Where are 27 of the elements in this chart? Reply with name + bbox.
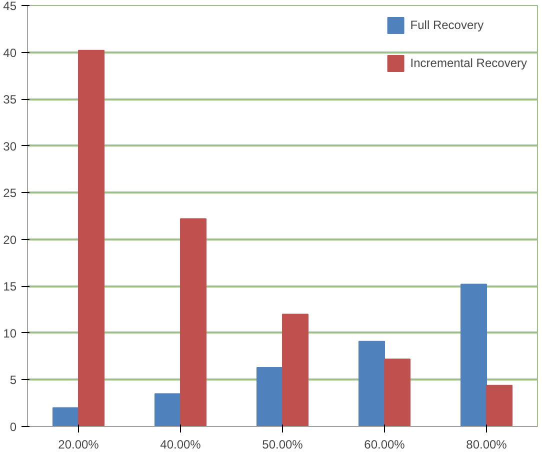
y-tick-label: 25: [3, 186, 17, 200]
y-tick-label: 5: [10, 373, 17, 388]
bar: [460, 284, 487, 426]
y-tick-label: 40: [3, 46, 17, 60]
bar: [282, 314, 308, 426]
y-tick-label: 45: [3, 0, 17, 13]
bar: [52, 407, 79, 426]
y-tick-label: 0: [10, 420, 17, 434]
y-tick-label: 10: [3, 326, 17, 340]
x-tick-label: 20.00%: [58, 438, 100, 452]
y-tick-label: 20: [3, 232, 17, 247]
x-tick-label: 50.00%: [262, 438, 304, 452]
x-tick-label: 40.00%: [160, 438, 202, 452]
bar: [358, 340, 385, 426]
x-tick-label: 80.00%: [466, 438, 508, 452]
bar: [486, 384, 512, 426]
y-tick-label: 15: [3, 280, 17, 294]
bar: [154, 393, 181, 426]
bar: [78, 50, 104, 426]
x-tick-label: 60.00%: [364, 438, 406, 452]
bar: [256, 367, 283, 426]
y-tick-label: 35: [3, 92, 17, 107]
legend-label: Incremental Recovery: [410, 56, 527, 70]
y-tick-label: 30: [3, 139, 17, 154]
bar: [180, 218, 206, 426]
legend-label: Full Recovery: [410, 18, 484, 32]
bar: [384, 358, 410, 426]
